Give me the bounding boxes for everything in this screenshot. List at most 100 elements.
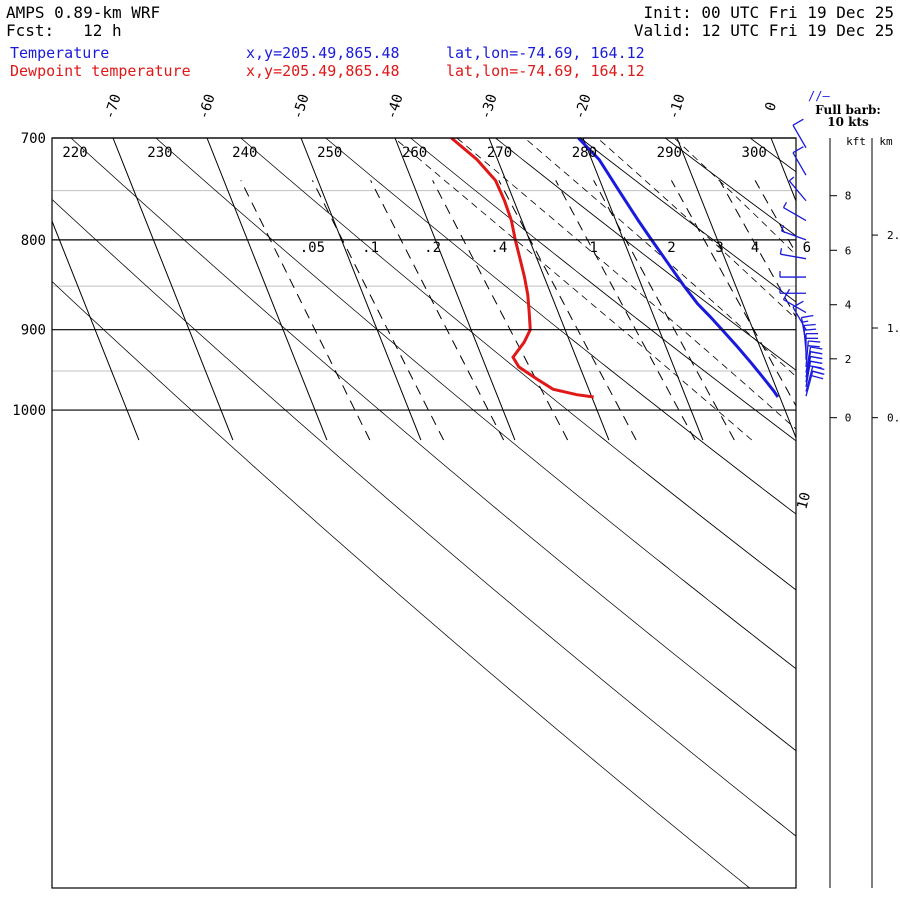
moist-adiabat-line — [456, 138, 796, 430]
kft-tick-label: 8 — [845, 190, 852, 203]
isotherm-line — [206, 138, 328, 441]
dry-adiabat-line — [52, 198, 796, 837]
barb-staff — [805, 346, 812, 373]
isotherm-label: -30 — [478, 92, 501, 121]
barb-flag — [810, 360, 823, 364]
dry-adiabat-line — [70, 138, 796, 752]
legend-temperature-name: Temperature — [10, 44, 110, 62]
isotherm-line — [0, 138, 45, 440]
isotherm-label: -40 — [384, 92, 407, 121]
legend-temperature-xy: x,y=205.49,865.48 — [246, 44, 400, 62]
barb-key-line2: 10 kts — [827, 115, 869, 129]
dry-adiabat-line — [409, 138, 796, 442]
forecast-hour: Fcst: 12 h — [6, 21, 122, 40]
barb-staff — [780, 253, 807, 260]
mixing-ratio-line — [670, 180, 796, 407]
dry-adiabat-line — [240, 138, 796, 591]
legend-temperature-latlon: lat,lon=-74.69, 164.12 — [446, 44, 645, 62]
barb-key-line1: Full barb: — [815, 103, 881, 117]
isotherm-line — [582, 138, 704, 441]
temperature-line — [577, 138, 780, 398]
isotherm-line — [676, 138, 796, 440]
dry-adiabat-label: 280 — [572, 145, 597, 161]
barb-flag — [801, 314, 814, 319]
barb-half — [802, 320, 809, 323]
barb-flag — [804, 328, 817, 331]
moist-adiabat-line — [523, 138, 796, 378]
pressure-label: 1000 — [12, 403, 46, 419]
kft-header: kft — [846, 135, 866, 148]
km-header: km — [879, 135, 893, 148]
dewpoint-line — [450, 138, 594, 399]
isotherm-line — [394, 138, 516, 441]
dry-adiabat-label: 230 — [147, 145, 172, 161]
barb-flag — [782, 288, 791, 300]
wind-barbs — [779, 118, 825, 397]
mixing-ratio-line — [555, 180, 696, 441]
plot-border — [51, 137, 797, 889]
kft-tick-label: 2 — [845, 353, 852, 366]
barb-flag — [810, 355, 823, 360]
mixing-ratio-line — [719, 180, 796, 319]
mixing-ratio-label: .4 — [490, 240, 507, 256]
kft-tick-label: 6 — [845, 244, 852, 257]
isotherm-line — [112, 138, 234, 441]
kft-tick-label: 0 — [845, 412, 852, 425]
dry-adiabat-label: 290 — [657, 145, 682, 161]
barb-flag — [812, 370, 825, 375]
dry-adiabat-label: 250 — [317, 145, 342, 161]
isotherm-label: -70 — [102, 92, 125, 121]
wind-barb — [805, 332, 818, 360]
valid-time: Valid: 12 UTC Fri 19 Dec 25 — [633, 21, 894, 40]
isotherm-line — [52, 219, 140, 441]
barb-flag — [812, 365, 825, 371]
barb-flag — [792, 118, 804, 126]
barb-half — [780, 225, 785, 232]
pressure-label: 900 — [21, 323, 46, 339]
plot-frame — [51, 137, 797, 889]
mixing-ratio-label: 4 — [751, 240, 759, 256]
mixing-ratio-line — [593, 180, 735, 441]
barb-flag — [792, 146, 804, 154]
dry-adiabat-line — [749, 138, 796, 173]
mixing-ratio-line — [240, 180, 371, 441]
barb-flag — [810, 346, 823, 350]
km-tick-label: 2. — [887, 229, 900, 242]
wind-barb — [782, 202, 807, 222]
wind-barb — [779, 248, 807, 260]
wind-barb — [792, 118, 807, 149]
isotherm-label: 0 — [762, 100, 780, 113]
isotherm-line — [300, 138, 422, 441]
mixing-ratio-line — [498, 180, 637, 441]
barb-flag — [792, 300, 804, 308]
init-time: Init: 00 UTC Fri 19 Dec 25 — [643, 3, 894, 22]
moist-adiabat-line — [393, 138, 753, 441]
wind-barb — [788, 176, 807, 202]
barb-annotation: 10 — [794, 491, 814, 511]
model-title: AMPS 0.89-km WRF — [6, 3, 161, 22]
profile-lines — [450, 138, 780, 399]
barb-half — [782, 202, 788, 208]
dry-adiabat-line — [52, 280, 751, 888]
barb-flag — [810, 351, 823, 355]
barb-staff — [783, 206, 807, 222]
barb-half — [779, 248, 783, 255]
background-grid — [0, 133, 900, 895]
dry-adiabat-label: 270 — [487, 145, 512, 161]
wind-barb — [779, 271, 806, 278]
barb-staff — [805, 356, 812, 383]
isotherm-label: -60 — [196, 92, 219, 121]
dry-adiabat-line — [828, 133, 900, 895]
mixing-ratio-line — [754, 180, 796, 255]
barb-flag — [803, 323, 816, 327]
mixing-ratio-label: .05 — [300, 240, 325, 256]
barb-half — [788, 176, 795, 182]
isotherm-line — [770, 138, 796, 203]
dry-adiabat-line — [325, 138, 796, 515]
pressure-label: 800 — [21, 233, 46, 249]
barb-flag — [811, 375, 824, 380]
isotherm-label: -10 — [666, 92, 689, 121]
legend-dewpoint-name: Dewpoint temperature — [10, 62, 191, 80]
